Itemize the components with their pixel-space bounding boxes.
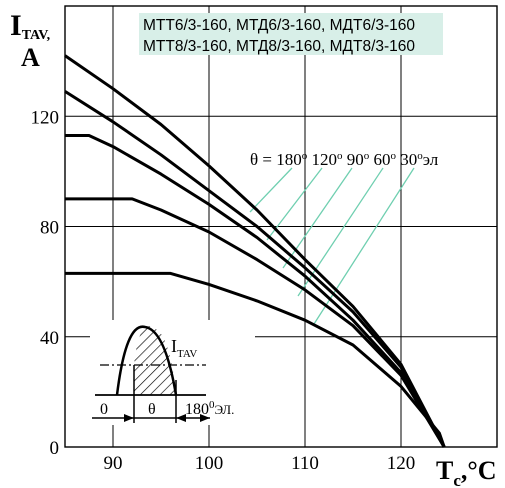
inset-hatched-area [134, 326, 176, 395]
inset-angle-degree: 0 [209, 399, 215, 411]
svg-text:ITAV,: ITAV, [10, 9, 50, 43]
x-tick-labels: 90 100 110 120 [104, 453, 416, 474]
theta-suffix: эл [423, 150, 439, 169]
x-tick-label-120: 120 [387, 453, 416, 474]
y-tick-label-40: 40 [40, 328, 59, 349]
x-axis-title: Tc,°C [436, 456, 497, 488]
x-axis-title-unit: ,°C [461, 456, 497, 485]
x-tick-label-100: 100 [195, 453, 224, 474]
theta-prefix: θ = [250, 150, 276, 169]
legend-box: МТТ6/3-160, МТД6/3-160, МДТ6/3-160 МТТ8/… [139, 13, 443, 55]
y-axis-title-sub: TAV, [22, 28, 50, 43]
y-tick-label-80: 80 [40, 218, 59, 239]
x-tick-label-110: 110 [291, 453, 319, 474]
legend-line-1: МТТ6/3-160, МТД6/3-160, МДТ6/3-160 [143, 17, 415, 34]
inset-sine-curve [115, 325, 178, 396]
series-line-60 [65, 197, 446, 448]
inset-arrow-left-icon [176, 414, 186, 422]
y-tick-label-0: 0 [50, 438, 60, 459]
svg-text:ITAV: ITAV [171, 336, 197, 360]
theta-hatch-line-90 [282, 167, 353, 269]
inset-arrow-right-icon [124, 414, 134, 422]
theta-degree: о [390, 150, 396, 162]
theta-degree: о [337, 150, 343, 162]
svg-text:Tc,°C: Tc,°C [436, 456, 497, 488]
theta-hatch-line-60 [297, 167, 384, 297]
y-axis-title-main: I [10, 9, 22, 42]
inset-zero-label: 0 [100, 401, 108, 418]
inset-i-label: I [171, 336, 177, 356]
legend-background [139, 13, 443, 55]
theta-label: θ = 180о 120о 90о 60о 30оэл [250, 144, 439, 169]
theta-degree: о [364, 150, 370, 162]
legend-line-2: МТТ8/3-160, МТД8/3-160, МДТ8/3-160 [143, 38, 415, 55]
theta-value-90: 90 [347, 150, 364, 169]
inset-i-label-sub: TAV [177, 348, 197, 360]
inset-angle-value: 180 [185, 401, 209, 418]
theta-value-30: 30 [400, 150, 417, 169]
theta-hatch-line-180 [249, 167, 293, 213]
theta-degree: о [302, 150, 308, 162]
x-axis-title-main: T [436, 456, 453, 485]
theta-degree: о [417, 150, 423, 162]
y-tick-label-120: 120 [31, 107, 60, 128]
x-tick-label-90: 90 [104, 453, 123, 474]
series-line-120 [64, 90, 446, 448]
y-axis-title-unit: A [21, 43, 40, 72]
theta-value-120: 120 [311, 150, 337, 169]
y-tick-labels: 0 40 80 120 [31, 107, 60, 459]
inset-angle-unit: ЭЛ. [215, 402, 235, 417]
series-line-90 [65, 134, 446, 448]
series-line-180 [64, 54, 446, 448]
inset-arrow-end-icon [200, 414, 210, 422]
x-axis-title-sub: c [453, 471, 461, 488]
svg-text:1800ЭЛ.: 1800ЭЛ. [185, 399, 234, 418]
inset-theta-label: θ [148, 401, 156, 418]
theta-value-180: 180 [276, 150, 302, 169]
y-axis-title: ITAV, A [10, 9, 50, 72]
series-layer [64, 54, 446, 448]
theta-value-60: 60 [373, 150, 390, 169]
inset-diagram: ITAV 0 θ 1800ЭЛ. [90, 320, 255, 425]
theta-hatch-line-30 [313, 167, 415, 325]
